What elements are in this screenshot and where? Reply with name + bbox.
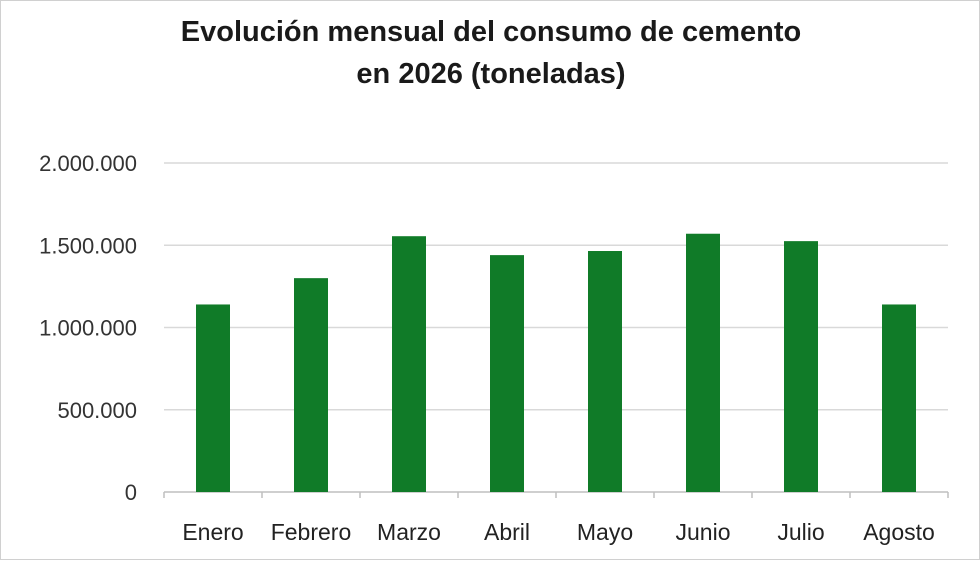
y-tick-label: 1.500.000 (39, 233, 137, 258)
x-tick-label: Junio (676, 519, 731, 545)
x-tick-label: Abril (484, 519, 530, 545)
chart-title: Evolución mensual del consumo de cemento… (1, 11, 980, 95)
chart-title-line-1: Evolución mensual del consumo de cemento (180, 16, 802, 48)
bar (196, 304, 230, 492)
x-tick-label: Marzo (377, 519, 441, 545)
x-tick-label: Mayo (577, 519, 633, 545)
x-tick-label: Agosto (863, 519, 935, 545)
y-tick-label: 2.000.000 (39, 151, 137, 176)
chart-title-line-2: en 2026 (toneladas) (356, 58, 626, 90)
bar (490, 255, 524, 492)
bar (392, 236, 426, 492)
bar (588, 251, 622, 492)
y-tick-label: 0 (125, 480, 137, 505)
y-tick-label: 1.000.000 (39, 316, 137, 341)
x-tick-label: Enero (182, 519, 243, 545)
bar (686, 233, 720, 493)
y-tick-label: 500.000 (57, 398, 137, 423)
bar (294, 278, 328, 492)
bar (882, 304, 916, 492)
x-tick-label: Julio (777, 519, 824, 545)
bar (784, 241, 818, 492)
x-tick-label: Febrero (271, 519, 352, 545)
